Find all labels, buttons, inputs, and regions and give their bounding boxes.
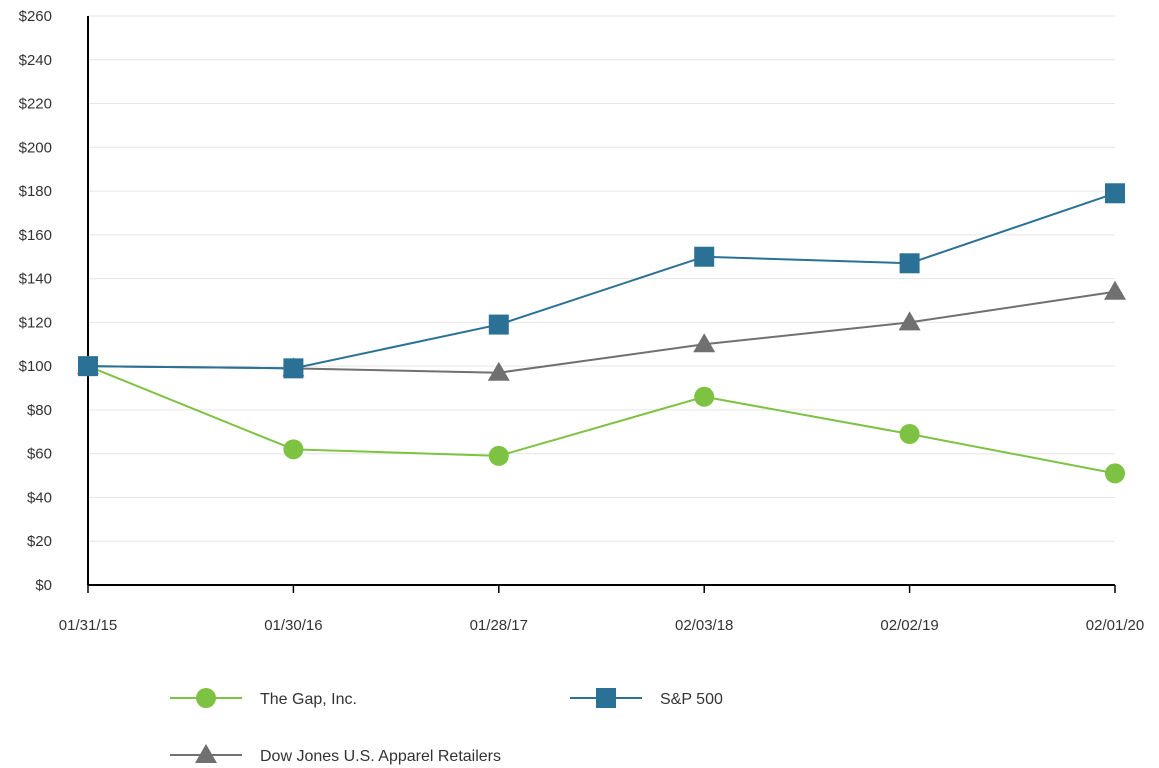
y-tick-label: $100 [19,358,52,375]
series-line [87,192,1116,370]
data-point-circle [488,445,509,466]
series-line [87,290,1116,374]
x-tick-label: 02/03/18 [675,617,733,634]
data-point-square [283,358,304,379]
legend-item: The Gap, Inc. [170,688,357,708]
data-point-triangle [487,361,510,381]
x-tick-label: 01/30/16 [264,617,322,634]
x-tick-label: 01/31/15 [59,617,117,634]
axes [87,16,1115,586]
data-point-triangle [898,311,921,331]
series-group [77,183,1126,484]
legend-marker-triangle [195,744,217,763]
x-tick-label: 02/01/20 [1086,617,1144,634]
data-point-triangle [693,333,716,353]
y-tick-label: $220 [19,96,52,113]
legend-marker-square [596,688,616,708]
data-point-circle [283,439,304,460]
legend-label: S&P 500 [660,691,723,708]
y-tick-label: $40 [27,489,52,506]
data-point-square [1105,183,1125,204]
y-tick-label: $260 [19,8,52,25]
x-tick-label: 01/28/17 [470,617,528,634]
data-point-square [899,253,920,274]
y-tick-label: $160 [19,227,52,244]
data-point-circle [899,423,920,444]
series-line [87,365,1116,475]
y-tick-label: $180 [19,183,52,200]
y-tick-label: $20 [27,533,52,550]
y-tick-label: $60 [27,446,52,463]
legend: The Gap, Inc. S&P 500 Dow Jones U.S. Appar… [170,688,723,765]
y-tick-label: $200 [19,139,52,156]
data-point-square [78,356,98,377]
series-circle [78,356,1125,484]
data-point-circle [1105,463,1125,484]
gridlines [88,15,1115,542]
x-axis-ticks: 01/31/15 01/30/16 01/28/17 02/03/18 02/02/19… [59,585,1144,634]
legend-label: The Gap, Inc. [260,691,357,708]
legend-label: Dow Jones U.S. Apparel Retailers [260,748,501,765]
data-point-square [488,314,509,335]
y-tick-label: $0 [35,577,52,594]
x-tick-label: 02/02/19 [880,617,938,634]
data-point-circle [694,386,715,407]
data-point-square [694,246,715,267]
series-square [78,183,1125,379]
legend-item: S&P 500 [570,688,723,708]
y-tick-label: $120 [19,314,52,331]
data-point-triangle [1104,280,1126,300]
legend-marker-circle [196,688,216,708]
y-tick-label: $240 [19,52,52,69]
legend-item: Dow Jones U.S. Apparel Retailers [170,744,501,765]
y-tick-label: $140 [19,271,52,288]
y-axis-ticks: $0 $20 $40 $60 $80 $100 $120 $140 $160 $180 $200 $2… [19,8,52,594]
y-tick-label: $80 [27,402,52,419]
